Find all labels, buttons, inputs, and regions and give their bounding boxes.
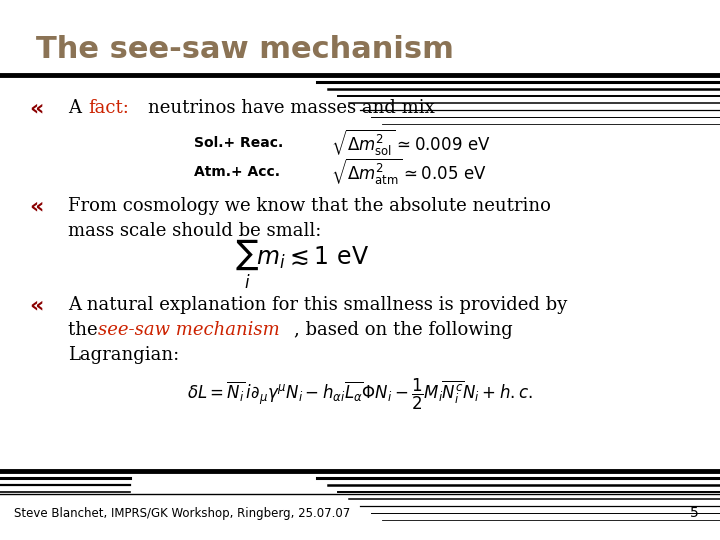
Text: mass scale should be small:: mass scale should be small: xyxy=(68,222,322,240)
Text: From cosmology we know that the absolute neutrino: From cosmology we know that the absolute… xyxy=(68,197,552,215)
Text: fact:: fact: xyxy=(88,99,129,117)
Text: Steve Blanchet, IMPRS/GK Workshop, Ringberg, 25.07.07: Steve Blanchet, IMPRS/GK Workshop, Ringb… xyxy=(14,507,351,519)
Text: neutrinos have masses and mix: neutrinos have masses and mix xyxy=(148,99,434,117)
Text: $\sqrt{\Delta m^2_{\mathrm{atm}}} \simeq 0.05\ \mathrm{eV}$: $\sqrt{\Delta m^2_{\mathrm{atm}}} \simeq… xyxy=(331,157,487,187)
Text: Lagrangian:: Lagrangian: xyxy=(68,346,180,364)
Text: , based on the following: , based on the following xyxy=(294,321,513,339)
Text: «: « xyxy=(29,295,43,315)
Text: A: A xyxy=(68,99,87,117)
Text: «: « xyxy=(29,98,43,118)
Text: $\sqrt{\Delta m^2_{\mathrm{sol}}} \simeq 0.009\ \mathrm{eV}$: $\sqrt{\Delta m^2_{\mathrm{sol}}} \simeq… xyxy=(331,128,491,158)
Text: 5: 5 xyxy=(690,506,698,520)
Text: The see-saw mechanism: The see-saw mechanism xyxy=(36,35,454,64)
Text: Sol.+ Reac.: Sol.+ Reac. xyxy=(194,136,284,150)
Text: Atm.+ Acc.: Atm.+ Acc. xyxy=(194,165,280,179)
Text: the: the xyxy=(68,321,104,339)
Text: $\sum_i m_i \lesssim 1\ \mathrm{eV}$: $\sum_i m_i \lesssim 1\ \mathrm{eV}$ xyxy=(235,238,369,292)
Text: $\delta L = \overline{N_i}\, i\partial_\mu \gamma^\mu N_i - h_{\alpha i}\overlin: $\delta L = \overline{N_i}\, i\partial_\… xyxy=(187,376,533,412)
Text: «: « xyxy=(29,196,43,217)
Text: A natural explanation for this smallness is provided by: A natural explanation for this smallness… xyxy=(68,296,567,314)
Text: see-saw mechanism: see-saw mechanism xyxy=(98,321,279,339)
